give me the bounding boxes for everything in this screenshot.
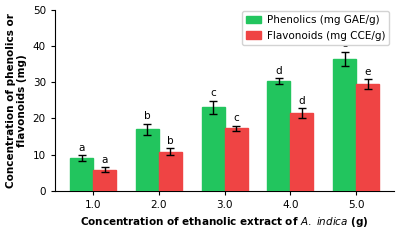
Bar bbox=[136, 129, 159, 191]
Bar bbox=[333, 59, 356, 191]
Bar bbox=[202, 107, 225, 191]
Text: e: e bbox=[341, 39, 348, 49]
Text: a: a bbox=[102, 155, 108, 165]
Text: c: c bbox=[210, 88, 216, 98]
Bar bbox=[93, 170, 116, 191]
Text: d: d bbox=[276, 66, 282, 75]
Text: a: a bbox=[79, 143, 85, 153]
Bar bbox=[159, 152, 182, 191]
Text: d: d bbox=[298, 96, 305, 106]
Legend: Phenolics (mg GAE/g), Flavonoids (mg CCE/g): Phenolics (mg GAE/g), Flavonoids (mg CCE… bbox=[242, 11, 389, 45]
Text: c: c bbox=[233, 113, 239, 123]
Y-axis label: Concentration of phenolics or
flavonoids (mg): Concentration of phenolics or flavonoids… bbox=[6, 13, 27, 188]
Text: b: b bbox=[167, 136, 174, 145]
Bar bbox=[267, 81, 290, 191]
Bar bbox=[70, 158, 93, 191]
X-axis label: Concentration of ethanolic extract of $\it{A.\ indica}$ (g): Concentration of ethanolic extract of $\… bbox=[80, 215, 369, 229]
Bar bbox=[356, 84, 379, 191]
Text: e: e bbox=[364, 67, 371, 77]
Text: b: b bbox=[144, 111, 151, 121]
Bar bbox=[290, 113, 313, 191]
Bar bbox=[225, 129, 248, 191]
